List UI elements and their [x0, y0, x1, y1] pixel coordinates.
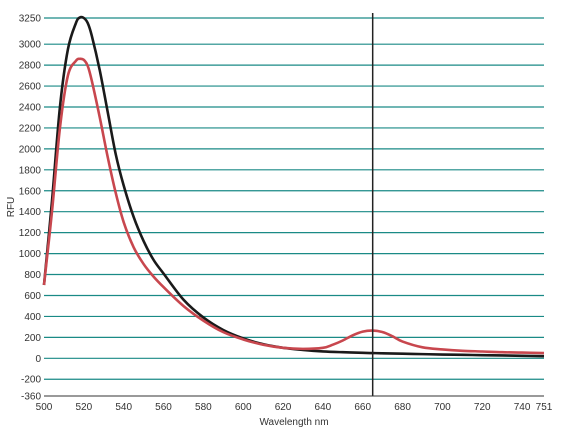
- x-tick-label: 580: [195, 402, 212, 413]
- y-axis-label: RFU: [6, 197, 17, 218]
- x-tick-label: 500: [36, 402, 53, 413]
- y-tick-label: 2200: [19, 123, 42, 134]
- y-tick-label: -200: [21, 375, 41, 386]
- grid-lines: [44, 17, 544, 380]
- x-tick-label: 620: [275, 402, 292, 413]
- y-tick-label: 1600: [19, 186, 42, 197]
- x-tick-label: 660: [354, 402, 371, 413]
- x-tick-label: 740: [514, 402, 531, 413]
- y-tick-label: 2400: [19, 103, 42, 114]
- y-tick-label: 400: [24, 312, 41, 323]
- y-tick-label: 1800: [19, 165, 42, 176]
- x-tick-label: 640: [315, 402, 332, 413]
- x-tick-label: 720: [474, 402, 491, 413]
- y-tick-label: 2000: [19, 144, 42, 155]
- y-tick-label: 1400: [19, 207, 42, 218]
- y-tick-label: 2800: [19, 61, 42, 72]
- x-tick-labels: 500 520 540 560 580 600 620 640 660 680 700 720 740 7…: [36, 402, 553, 413]
- y-tick-label: 0: [35, 354, 41, 365]
- x-tick-label: 751: [536, 402, 553, 413]
- x-tick-label: 680: [394, 402, 411, 413]
- series-line: [42, 15, 545, 358]
- series-line: [42, 57, 545, 355]
- y-tick-label: 1000: [19, 249, 42, 260]
- y-tick-label: 800: [24, 270, 41, 281]
- x-tick-label: 540: [115, 402, 132, 413]
- x-axis-label: Wavelength nm: [259, 417, 328, 428]
- y-tick-label: 3250: [19, 14, 42, 25]
- y-tick-label: 600: [24, 291, 41, 302]
- x-tick-label: 560: [155, 402, 172, 413]
- x-tick-label: 520: [75, 402, 92, 413]
- x-tick-label: 700: [434, 402, 451, 413]
- series-lines: [42, 15, 545, 358]
- y-tick-label: 200: [24, 333, 41, 344]
- y-tick-label: 2600: [19, 82, 42, 93]
- y-tick-labels: -360 -200 0 200 400 600 800 1000 1200 1400 1600 180…: [19, 14, 42, 403]
- y-tick-label: 1200: [19, 228, 42, 239]
- y-tick-label: -360: [21, 392, 41, 403]
- y-tick-label: 3000: [19, 40, 42, 51]
- x-tick-label: 600: [235, 402, 252, 413]
